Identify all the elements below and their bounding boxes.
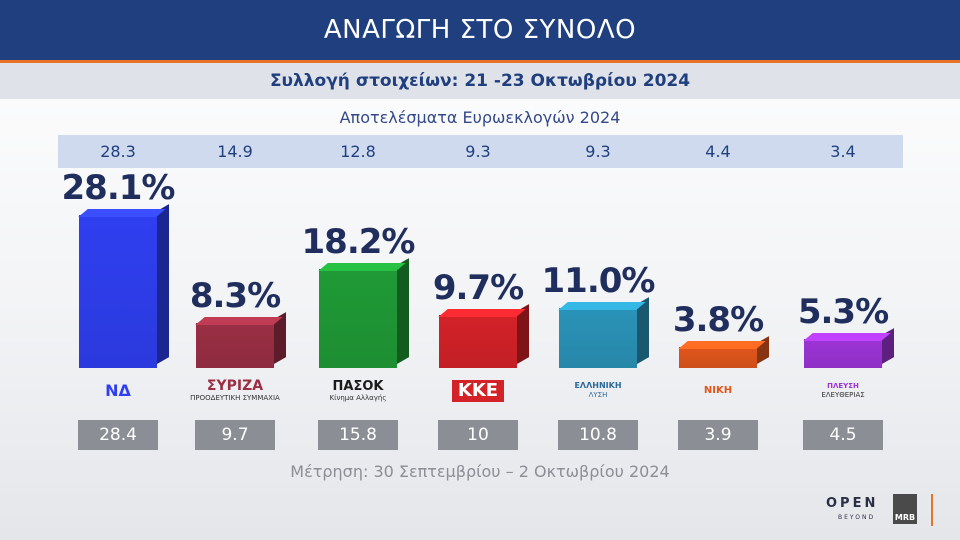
bar-value-label: 9.7%	[432, 268, 524, 309]
bar-value-label: 8.3%	[189, 275, 281, 316]
party-logo-subtext: ΛΥΣΗ	[588, 391, 608, 400]
bar-top	[558, 302, 646, 311]
previous-value: 10.8	[558, 420, 638, 450]
party-logo-text: ΝΙΚΗ	[703, 385, 733, 396]
bar	[679, 347, 757, 368]
euro-value: 9.3	[465, 142, 491, 161]
euro-results-row: 28.3 14.9 12.8 9.3 9.3 4.4 3.4	[58, 135, 903, 168]
bar	[439, 315, 517, 368]
party-logo-subtext: Κίνημα Αλλαγής	[329, 393, 387, 402]
bar-value-label: 28.1%	[61, 168, 176, 208]
previous-value: 15.8	[318, 420, 398, 450]
bar	[79, 215, 157, 368]
page-title: ΑΝΑΓΩΓΗ ΣΤΟ ΣΥΝΟΛΟ	[323, 15, 637, 45]
previous-value: 4.5	[803, 420, 883, 450]
bar-side	[157, 204, 169, 364]
party-logo-subtext: ΠΡΟΟΔΕΥΤΙΚΗ ΣΥΜΜΑΧΙΑ	[190, 394, 280, 403]
open-logo: OPEN	[826, 496, 879, 511]
bar-top	[318, 262, 406, 271]
party-logo-text: ΣΥΡΙΖΑ	[206, 378, 264, 395]
open-logo-sub: BEYOND	[838, 514, 876, 521]
party-logo-text: ΕΛΛΗΝΙΚΗ	[574, 381, 622, 391]
euro-value: 4.4	[705, 142, 731, 161]
bar	[559, 308, 637, 368]
collection-dates: Συλλογή στοιχείων: 21 -23 Οκτωβρίου 2024	[269, 71, 691, 91]
bar-side	[397, 257, 409, 364]
mrb-logo: MRB	[893, 494, 917, 524]
previous-value: 28.4	[78, 420, 158, 450]
party-logo: ΠΛΕΥΣΗ ΕΛΕΥΘΕΡΙΑΣ	[798, 373, 888, 409]
euro-value: 28.3	[100, 142, 136, 161]
party-logo-text: ΝΔ	[105, 381, 131, 400]
subtitle-bar: Συλλογή στοιχείων: 21 -23 Οκτωβρίου 2024	[0, 63, 960, 99]
header-bar: ΑΝΑΓΩΓΗ ΣΤΟ ΣΥΝΟΛΟ	[0, 0, 960, 63]
party-logo-subtext: ΕΛΕΥΘΕΡΙΑΣ	[821, 390, 865, 399]
euro-value: 9.3	[585, 142, 611, 161]
party-logo: ΝΔ	[73, 373, 163, 409]
euro-value: 3.4	[830, 142, 856, 161]
party-logo: ΝΙΚΗ	[673, 373, 763, 409]
measurement-note: Μέτρηση: 30 Σεπτεμβρίου – 2 Οκτωβρίου 20…	[290, 462, 670, 481]
bar-value-label: 18.2%	[301, 221, 416, 262]
party-logo-text: ΠΛΕΥΣΗ	[827, 381, 859, 390]
previous-value: 3.9	[678, 420, 758, 450]
bar-top	[195, 316, 283, 325]
euro-value: 12.8	[340, 142, 376, 161]
previous-value: 9.7	[195, 420, 275, 450]
previous-value: 10	[438, 420, 518, 450]
bar-top	[803, 333, 891, 342]
bar-value-label: 5.3%	[797, 292, 889, 333]
bar	[804, 339, 882, 368]
bar-value-label: 3.8%	[672, 300, 764, 341]
bar	[319, 268, 397, 368]
party-logo: ΚΚΕ	[433, 373, 523, 409]
footer-divider	[931, 494, 933, 526]
euro-results-label: Αποτελέσματα Ευρωεκλογών 2024	[339, 108, 621, 127]
bar	[196, 322, 274, 368]
bar-top	[438, 309, 526, 318]
bar-value-label: 11.0%	[541, 261, 656, 302]
bar-top	[78, 209, 166, 217]
party-logo: ΕΛΛΗΝΙΚΗ ΛΥΣΗ	[553, 373, 643, 409]
party-logo: ΠΑΣΟΚ Κίνημα Αλλαγής	[313, 373, 403, 409]
party-logo-text: ΚΚΕ	[451, 380, 505, 402]
bar-top	[678, 341, 766, 350]
party-logo: ΣΥΡΙΖΑ ΠΡΟΟΔΕΥΤΙΚΗ ΣΥΜΜΑΧΙΑ	[190, 373, 280, 409]
euro-value: 14.9	[217, 142, 253, 161]
party-logo-text: ΠΑΣΟΚ	[332, 378, 384, 394]
